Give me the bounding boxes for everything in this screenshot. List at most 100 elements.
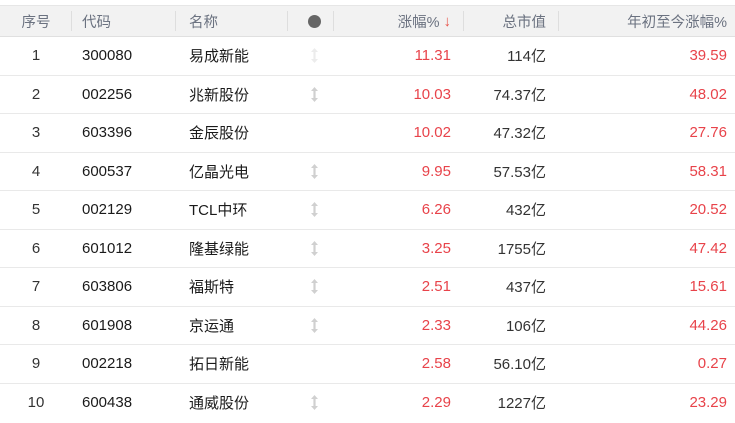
cell-market-cap: 1755亿 [497,240,546,258]
cell-name[interactable]: 兆新股份 [189,86,250,104]
table-row[interactable]: 7 603806 福斯特 2.51 437亿 15.61 [0,268,735,307]
cell-code[interactable]: 600438 [82,394,133,412]
cell-change-pct: 3.25 [421,239,451,257]
header-divider [71,11,72,31]
cell-change-pct: 2.29 [421,394,451,412]
table-body: 1 300080 易成新能 11.31 114亿 39.59 2 002256 兆新股份 10.0… [0,37,735,422]
table-row[interactable]: 4 600537 亿晶光电 9.95 57.53亿 58.31 [0,152,735,191]
cell-market-cap: 437亿 [505,279,546,297]
cell-market-cap: 47.32亿 [493,125,546,143]
header-divider [287,11,288,31]
cell-name[interactable]: 拓日新能 [189,356,250,374]
cell-flag [295,230,333,268]
header-divider [463,11,464,31]
cell-flag [295,345,333,383]
cell-ytd-change: 44.26 [689,316,727,334]
cell-code[interactable]: 601012 [82,239,133,257]
cell-name[interactable]: 亿晶光电 [189,163,250,181]
cell-code[interactable]: 300080 [82,47,133,65]
cell-code[interactable]: 002218 [82,355,133,373]
cell-index: 3 [31,124,41,142]
table-row[interactable]: 10 600438 通威股份 2.29 1227亿 23.29 [0,383,735,423]
table-header-row: 序号 代码 名称 涨幅% ↓ 总市值 年初至今涨幅% [0,5,735,37]
up-down-arrow-icon [310,279,319,295]
up-down-arrow-icon [310,202,319,218]
cell-code[interactable]: 603396 [82,124,133,142]
column-header-code[interactable]: 代码 [82,14,111,31]
cell-market-cap: 57.53亿 [493,163,546,181]
cell-code[interactable]: 601908 [82,316,133,334]
cell-name[interactable]: 京运通 [189,317,235,335]
cell-ytd-change: 20.52 [689,201,727,219]
cell-name[interactable]: 福斯特 [189,279,235,297]
cell-ytd-change: 48.02 [689,85,727,103]
up-down-arrow-icon [310,163,319,179]
cell-ytd-change: 23.29 [689,394,727,412]
cell-ytd-change: 58.31 [689,162,727,180]
table-row[interactable]: 1 300080 易成新能 11.31 114亿 39.59 [0,37,735,76]
cell-flag [295,153,333,191]
up-down-arrow-icon [310,240,319,256]
cell-flag [295,384,333,423]
table-row[interactable]: 9 002218 拓日新能 2.58 56.10亿 0.27 [0,345,735,384]
up-down-arrow-icon [310,48,319,64]
cell-index: 4 [31,162,41,180]
cell-ytd-change: 27.76 [689,124,727,142]
column-header-index[interactable]: 序号 [21,14,51,31]
cell-ytd-change: 0.27 [697,355,727,373]
cell-change-pct: 11.31 [414,47,451,65]
cell-change-pct: 10.03 [413,85,451,103]
sort-descending-arrow-icon[interactable]: ↓ [443,12,452,30]
cell-index: 1 [31,47,41,65]
column-header-change-pct[interactable]: 涨幅% ↓ [333,6,463,36]
cell-market-cap: 432亿 [505,202,546,220]
cell-name[interactable]: 金辰股份 [189,125,250,143]
table-row[interactable]: 5 002129 TCL中环 6.26 432亿 20.52 [0,191,735,230]
cell-market-cap: 74.37亿 [493,86,546,104]
cell-change-pct: 2.51 [421,278,451,296]
cell-change-pct: 2.33 [421,316,451,334]
column-header-market-cap[interactable]: 总市值 [502,14,547,31]
table-row[interactable]: 2 002256 兆新股份 10.03 74.37亿 48.02 [0,75,735,114]
cell-code[interactable]: 603806 [82,278,133,296]
column-header-flag[interactable] [295,6,333,36]
cell-index: 6 [31,239,41,257]
cell-market-cap: 1227亿 [497,395,546,413]
cell-index: 10 [27,394,45,412]
cell-name[interactable]: TCL中环 [189,202,248,220]
cell-change-pct: 6.26 [421,201,451,219]
header-divider [175,11,176,31]
cell-ytd-change: 39.59 [689,47,727,65]
cell-flag [295,191,333,229]
cell-code[interactable]: 002256 [82,85,133,103]
cell-ytd-change: 47.42 [689,239,727,257]
header-divider [333,11,334,31]
cell-index: 5 [31,201,41,219]
cell-index: 9 [31,355,41,373]
table-row[interactable]: 8 601908 京运通 2.33 106亿 44.26 [0,306,735,345]
cell-code[interactable]: 002129 [82,201,133,219]
cell-market-cap: 106亿 [505,317,546,335]
cell-name[interactable]: 易成新能 [189,48,250,66]
cell-ytd-change: 15.61 [689,278,727,296]
table-row[interactable]: 3 603396 金辰股份 10.02 47.32亿 27.76 [0,114,735,153]
cell-index: 2 [31,85,41,103]
cell-change-pct: 9.95 [421,162,451,180]
cell-flag [295,307,333,345]
column-header-ytd-change[interactable]: 年初至今涨幅% [627,14,727,31]
cell-change-pct: 2.58 [421,355,451,373]
cell-flag [295,114,333,152]
up-down-arrow-icon [310,317,319,333]
filled-circle-icon [307,14,321,28]
cell-name[interactable]: 通威股份 [189,395,250,413]
cell-name[interactable]: 隆基绿能 [189,240,250,258]
up-down-arrow-icon [310,395,319,411]
cell-flag [295,268,333,306]
cell-index: 7 [31,278,41,296]
top-spacer [0,0,735,5]
table-row[interactable]: 6 601012 隆基绿能 3.25 1755亿 47.42 [0,229,735,268]
column-header-name[interactable]: 名称 [189,14,218,31]
cell-code[interactable]: 600537 [82,162,133,180]
header-divider [558,11,559,31]
